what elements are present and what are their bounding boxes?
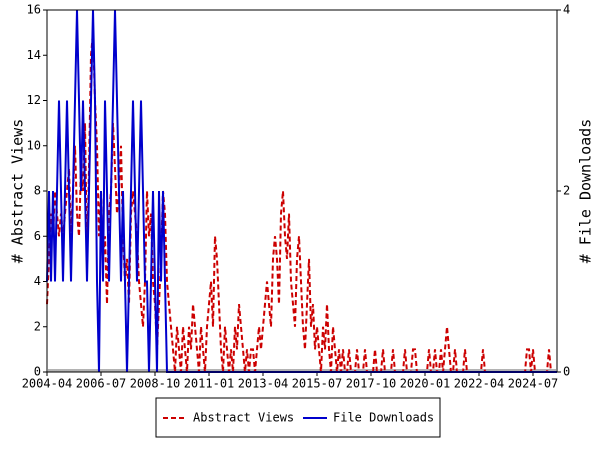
- data-line: [46, 9, 557, 373]
- legend-box: [155, 397, 441, 438]
- legend-label: Abstract Views: [193, 411, 294, 425]
- x-tick-label: 2015-07: [292, 377, 343, 391]
- y2-tick-label: 0: [563, 365, 570, 379]
- y-tick-label: 12: [27, 93, 41, 107]
- legend-label: File Downloads: [333, 411, 434, 425]
- x-tick-label: 2006-07: [76, 377, 127, 391]
- x-tick-label: 2013-04: [238, 377, 289, 391]
- y-tick-label: 2: [34, 319, 41, 333]
- x-tick-label: 2004-04: [22, 377, 73, 391]
- y-tick-label: 10: [27, 138, 41, 152]
- y2-axis-label: # File Downloads: [577, 119, 595, 264]
- x-tick-label: 2017-10: [346, 377, 397, 391]
- y-tick-label: 14: [27, 48, 41, 62]
- y2-tick-label: 4: [563, 3, 570, 17]
- y2-tick-label: 2: [563, 184, 570, 198]
- x-tick-label: 2024-07: [508, 377, 559, 391]
- y-tick-label: 8: [34, 184, 41, 198]
- y-tick-label: 0: [34, 365, 41, 379]
- x-tick-label: 2020-01: [400, 377, 451, 391]
- x-tick-label: 2011-01: [184, 377, 235, 391]
- x-tick-label: 2022-04: [454, 377, 505, 391]
- y-tick-label: 16: [27, 3, 41, 17]
- x-tick-label: 2008-10: [130, 377, 181, 391]
- y-tick-label: 4: [34, 274, 41, 288]
- y-axis-label: # Abstract Views: [9, 119, 27, 264]
- plot-frame: [46, 9, 558, 373]
- y-tick-label: 6: [34, 229, 41, 243]
